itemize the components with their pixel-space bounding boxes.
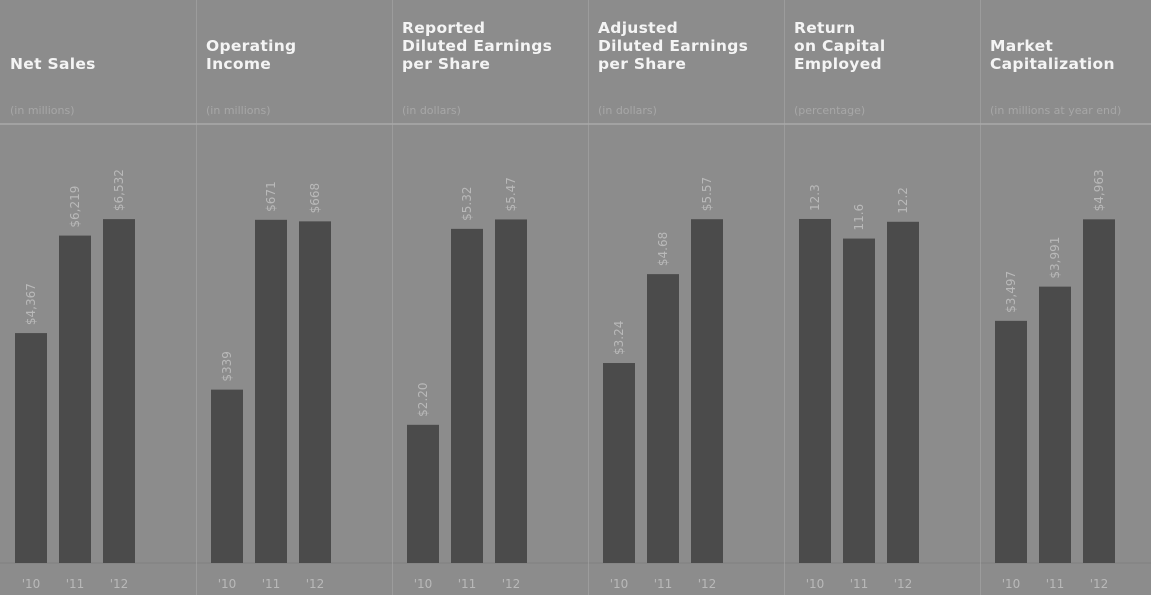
chart-panel: Market Capitalization (in millions at yea…: [980, 0, 1151, 595]
data-label: $4.68: [656, 232, 670, 266]
data-label: $5.32: [460, 187, 474, 221]
bar: [211, 389, 243, 563]
tick-label: '11: [850, 577, 869, 591]
data-label: $339: [220, 351, 234, 382]
bar: [495, 219, 527, 563]
chart-title: Return on Capital Employed: [794, 19, 886, 73]
bar: [15, 333, 47, 563]
panel-divider: [980, 0, 981, 595]
bar: [451, 228, 483, 563]
chart-title: Reported Diluted Earnings per Share: [402, 19, 553, 73]
bar: [407, 424, 439, 563]
chart-title: Operating Income: [206, 37, 297, 73]
tick-label: '10: [414, 577, 433, 591]
tick-label: '12: [502, 577, 521, 591]
chart-panel: Reported Diluted Earnings per Share (in d…: [392, 0, 588, 595]
tick-label: '10: [610, 577, 629, 591]
bar-chart: $3.24 '10 $4.68 '11 $5.57 '12: [603, 177, 723, 591]
data-label: $5.47: [504, 177, 518, 211]
bar: [59, 235, 91, 563]
bar: [603, 363, 635, 563]
bar: [255, 219, 287, 563]
data-label: $671: [264, 181, 278, 212]
tick-label: '11: [66, 577, 85, 591]
chart-panel: Operating Income (in millions) $339 '10 $671…: [196, 0, 392, 595]
chart-panel: Net Sales (in millions) $4,367 '10 $6,219 '11…: [0, 0, 196, 595]
bar-chart: $2.20 '10 $5.32 '11 $5.47 '12: [407, 177, 527, 591]
data-label: $6,219: [68, 186, 82, 228]
panel-divider: [392, 0, 393, 595]
bar: [887, 221, 919, 563]
unit-label: (percentage): [794, 104, 866, 117]
data-label: $6,532: [112, 169, 126, 211]
data-label: $4,367: [24, 283, 38, 325]
tick-label: '12: [306, 577, 325, 591]
bar-chart: $4,367 '10 $6,219 '11 $6,532 '12: [15, 169, 135, 591]
chart-title: Adjusted Diluted Earnings per Share: [598, 19, 749, 73]
tick-label: '10: [1002, 577, 1021, 591]
tick-label: '11: [458, 577, 477, 591]
data-label: $3,497: [1004, 271, 1018, 313]
unit-label: (in millions): [10, 104, 75, 117]
unit-label: (in millions at year end): [990, 104, 1122, 117]
tick-label: '10: [22, 577, 41, 591]
tick-label: '12: [1090, 577, 1109, 591]
bar: [691, 219, 723, 564]
bar-chart: $3,497 '10 $3,991 '11 $4,963 '12: [995, 169, 1115, 591]
data-label: 12.2: [896, 187, 910, 214]
tick-label: '11: [262, 577, 281, 591]
data-label: 11.6: [852, 204, 866, 231]
chart-title: Net Sales: [10, 55, 96, 73]
chart-title: Market Capitalization: [990, 37, 1115, 73]
bar: [843, 238, 875, 563]
unit-label: (in millions): [206, 104, 271, 117]
bar: [799, 218, 831, 563]
bar: [1083, 219, 1115, 563]
data-label: $3.24: [612, 321, 626, 355]
unit-label: (in dollars): [402, 104, 461, 117]
tick-label: '10: [806, 577, 825, 591]
data-label: $3,991: [1048, 237, 1062, 279]
data-label: $668: [308, 183, 322, 214]
bar-chart: 12.3 '10 11.6 '11 12.2 '12: [799, 184, 919, 591]
unit-label: (in dollars): [598, 104, 657, 117]
bar: [995, 320, 1027, 563]
chart-panel: Adjusted Diluted Earnings per Share (in d…: [588, 0, 784, 595]
chart-panel: Return on Capital Employed (percentage) 12…: [784, 0, 980, 595]
tick-label: '11: [654, 577, 673, 591]
bar: [1039, 286, 1071, 563]
tick-label: '10: [218, 577, 237, 591]
tick-label: '12: [698, 577, 717, 591]
bar: [647, 274, 679, 563]
data-label: $5.57: [700, 177, 714, 211]
tick-label: '12: [110, 577, 129, 591]
bar: [299, 221, 331, 563]
tick-label: '12: [894, 577, 913, 591]
data-label: $4,963: [1092, 169, 1106, 211]
tick-label: '11: [1046, 577, 1065, 591]
panel-divider: [588, 0, 589, 595]
panel-divider: [784, 0, 785, 595]
panel-divider: [196, 0, 197, 595]
data-label: $2.20: [416, 382, 430, 416]
data-label: 12.3: [808, 184, 822, 211]
bar-chart: $339 '10 $671 '11 $668 '12: [211, 181, 331, 591]
bar: [103, 219, 135, 563]
